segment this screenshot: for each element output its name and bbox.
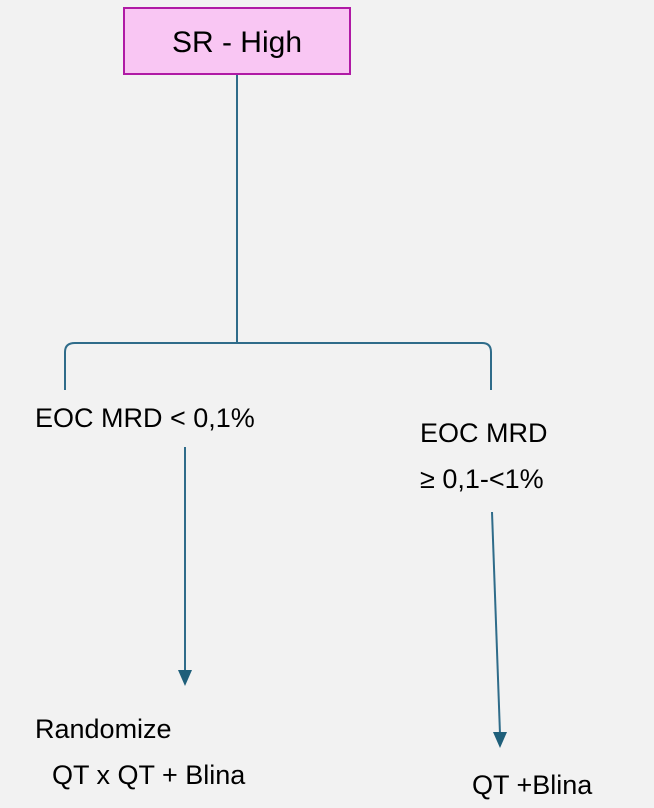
node-label: Randomize — [35, 714, 172, 744]
right-arrow — [491, 511, 501, 735]
root-box — [123, 7, 351, 75]
root-label: SR - High — [172, 26, 302, 59]
bracket — [64, 342, 492, 390]
node-label: ≥ 0,1-<1% — [420, 464, 544, 494]
node-label: EOC MRD — [420, 418, 548, 448]
connectors — [64, 75, 501, 735]
node-label: QT x QT + Blina — [52, 760, 246, 790]
node-label: QT +Blina — [472, 770, 593, 800]
arrow-head — [493, 732, 507, 748]
arrow-head — [178, 670, 192, 686]
node-label: EOC MRD < 0,1% — [35, 403, 255, 433]
